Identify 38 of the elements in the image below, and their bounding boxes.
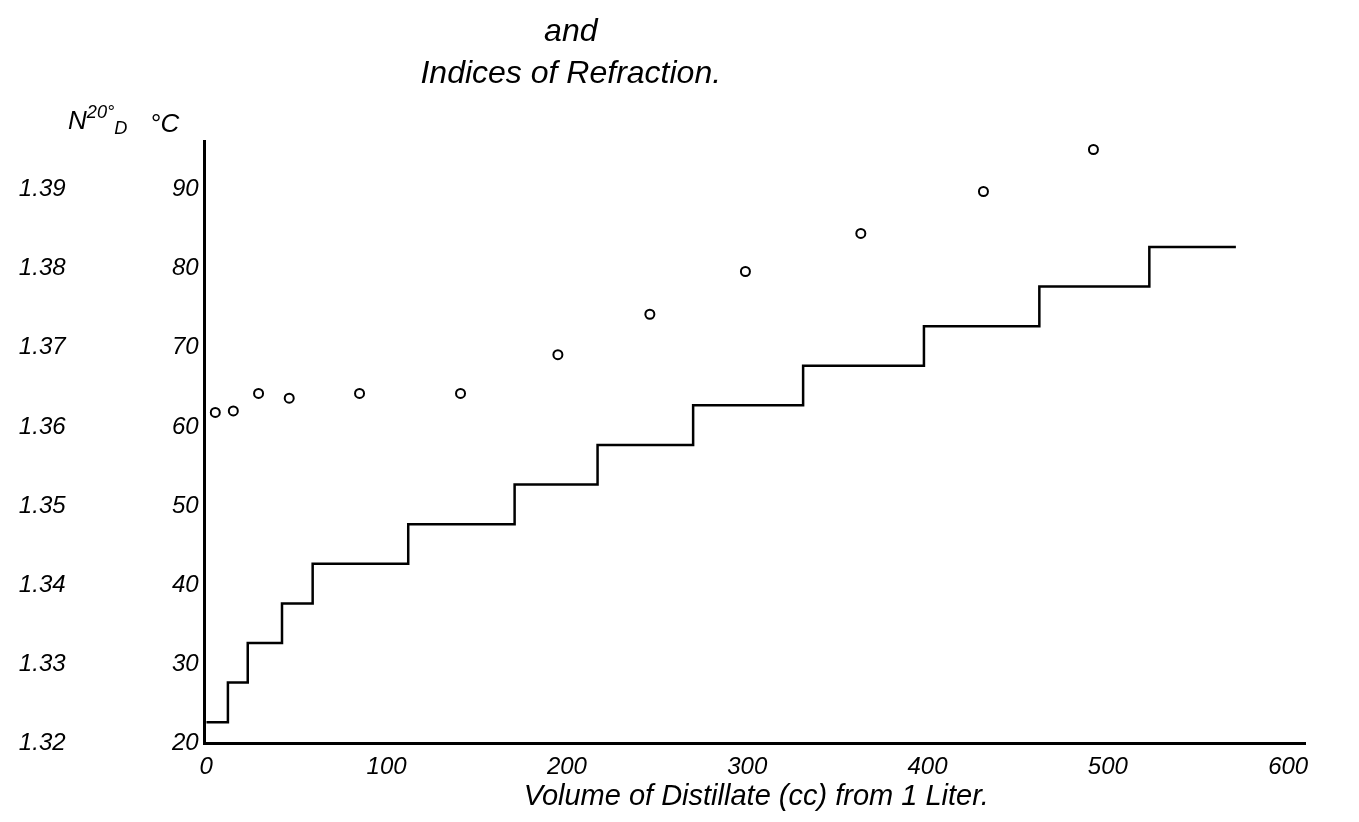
y-tick-label: 90: [172, 173, 200, 201]
point: [253, 387, 265, 399]
y2-tick-label: 1.32: [18, 728, 66, 756]
point: [552, 349, 564, 361]
point: [644, 308, 656, 320]
point: [855, 227, 867, 239]
x-tick-label: 600: [1268, 751, 1309, 779]
y-tick-label: 80: [172, 253, 200, 281]
y-tick-label: 60: [172, 411, 200, 439]
x-tick-label: 400: [907, 751, 949, 779]
y2-tick-label: 1.37: [18, 332, 68, 360]
y2-tick-label: 1.36: [18, 411, 67, 439]
point: [1087, 144, 1099, 156]
y2-tick-label: 1.33: [18, 649, 67, 677]
point: [227, 405, 239, 417]
y2-tick-label: 1.35: [18, 490, 67, 518]
point: [354, 387, 366, 399]
y-tick-label: 20: [171, 728, 200, 756]
x-tick-label: 100: [366, 751, 408, 779]
point: [977, 185, 989, 197]
y-tick-label: 40: [172, 569, 200, 597]
x-axis-title: Volume of Distillate (cc) from 1 Liter.: [523, 778, 989, 811]
y-tick-label: 50: [172, 490, 200, 518]
x-tick-label: 500: [1087, 751, 1129, 779]
x-tick-label: 0: [199, 751, 214, 779]
point: [283, 392, 295, 404]
point: [739, 265, 751, 277]
chart-title: and Indices of Refraction.: [420, 12, 722, 90]
y2-tick-label: 1.38: [18, 253, 67, 281]
x-tick-label: 300: [727, 751, 768, 779]
point: [209, 406, 221, 418]
y-tick-label: 30: [172, 649, 200, 677]
y2-tick-label: 1.39: [18, 173, 66, 201]
y-tick-label: 70: [172, 332, 200, 360]
y-axis-title: °C: [150, 108, 180, 138]
x-tick-label: 200: [545, 751, 588, 779]
y2-tick-label: 1.34: [18, 569, 66, 597]
point: [455, 387, 467, 399]
